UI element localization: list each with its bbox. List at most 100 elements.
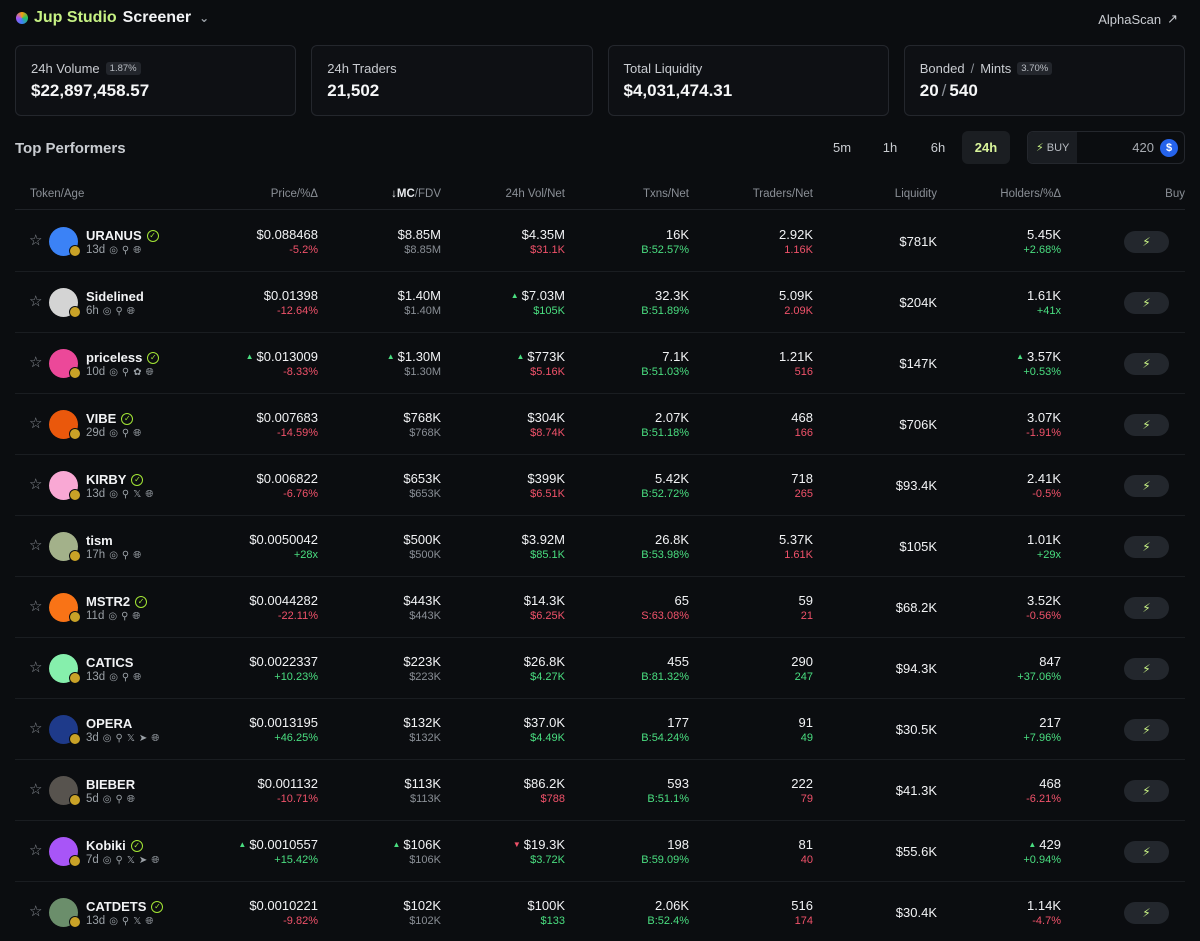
tab-1h[interactable]: 1h bbox=[882, 140, 898, 155]
web-icon[interactable]: ◎ bbox=[102, 793, 112, 805]
web-icon[interactable]: ◎ bbox=[109, 915, 118, 927]
favorite-star-icon[interactable]: ☆ bbox=[29, 476, 43, 493]
quick-buy-row-button[interactable]: ⚡︎ bbox=[1124, 780, 1169, 802]
globe-icon[interactable]: 🌐︎ bbox=[151, 854, 160, 866]
token-name[interactable]: KIRBY ✓ bbox=[86, 472, 144, 487]
search-icon[interactable]: ⚲ bbox=[121, 488, 130, 500]
x-icon[interactable]: 𝕏 bbox=[133, 488, 142, 500]
globe-icon[interactable]: 🌐︎ bbox=[145, 915, 154, 927]
quick-buy-row-button[interactable]: ⚡︎ bbox=[1124, 841, 1169, 863]
globe-icon[interactable]: 🌐︎ bbox=[133, 244, 142, 256]
quick-buy-row-button[interactable]: ⚡︎ bbox=[1124, 658, 1169, 680]
search-icon[interactable]: ⚲ bbox=[115, 732, 123, 744]
table-row[interactable]: ☆ BIEBER 5d ◎ ⚲ 🌐︎ $0.001132 -10.71% $113K … bbox=[15, 760, 1185, 821]
quick-buy-row-button[interactable]: ⚡︎ bbox=[1124, 719, 1169, 741]
tab-6h[interactable]: 6h bbox=[930, 140, 946, 155]
quick-buy-row-button[interactable]: ⚡︎ bbox=[1124, 231, 1169, 253]
web-icon[interactable]: ◎ bbox=[108, 610, 118, 622]
col-price[interactable]: Price/%Δ bbox=[270, 188, 318, 200]
col-liquidity[interactable]: Liquidity bbox=[894, 188, 937, 200]
token-name[interactable]: CATICS bbox=[86, 655, 133, 670]
favorite-star-icon[interactable]: ☆ bbox=[29, 659, 43, 676]
search-icon[interactable]: ⚲ bbox=[121, 366, 130, 378]
token-name[interactable]: CATDETS ✓ bbox=[86, 899, 164, 914]
token-name[interactable]: VIBE ✓ bbox=[86, 411, 134, 426]
favorite-star-icon[interactable]: ☆ bbox=[29, 903, 43, 920]
favorite-star-icon[interactable]: ☆ bbox=[29, 293, 43, 310]
search-icon[interactable]: ⚲ bbox=[121, 549, 130, 561]
col-token[interactable]: Token/Age bbox=[30, 188, 85, 200]
x-icon[interactable]: 𝕏 bbox=[126, 732, 135, 744]
favorite-star-icon[interactable]: ☆ bbox=[29, 598, 43, 615]
col-vol[interactable]: 24h Vol/Net bbox=[505, 188, 565, 200]
web-icon[interactable]: ◎ bbox=[109, 427, 118, 439]
search-icon[interactable]: ⚲ bbox=[115, 854, 123, 866]
token-name[interactable]: BIEBER bbox=[86, 777, 135, 792]
table-row[interactable]: ☆ Kobiki ✓ 7d ◎ ⚲ 𝕏 ➤ 🌐︎ ▲ $0.0010557 +15.42% … bbox=[15, 821, 1185, 882]
col-traders[interactable]: Traders/Net bbox=[752, 188, 813, 200]
table-row[interactable]: ☆ CATDETS ✓ 13d ◎ ⚲ 𝕏 🌐︎ $0.0010221 -9.82% $… bbox=[15, 882, 1185, 941]
web-icon[interactable]: ◎ bbox=[102, 732, 112, 744]
x-icon[interactable]: 𝕏 bbox=[133, 915, 142, 927]
table-row[interactable]: ☆ CATICS 13d ◎ ⚲ 🌐︎ $0.0022337 +10.23% $223… bbox=[15, 638, 1185, 699]
quick-buy-row-button[interactable]: ⚡︎ bbox=[1124, 536, 1169, 558]
favorite-star-icon[interactable]: ☆ bbox=[29, 781, 43, 798]
quick-buy-row-button[interactable]: ⚡︎ bbox=[1124, 414, 1169, 436]
globe-icon[interactable]: 🌐︎ bbox=[133, 671, 142, 683]
token-name[interactable]: Sidelined bbox=[86, 289, 144, 304]
globe-icon[interactable]: 🌐︎ bbox=[132, 610, 141, 622]
favorite-star-icon[interactable]: ☆ bbox=[29, 354, 43, 371]
globe-icon[interactable]: 🌐︎ bbox=[145, 366, 154, 378]
quick-buy-row-button[interactable]: ⚡︎ bbox=[1124, 597, 1169, 619]
usdc-coin-icon[interactable]: $ bbox=[1160, 138, 1178, 157]
globe-icon[interactable]: 🌐︎ bbox=[145, 488, 154, 500]
token-name[interactable]: priceless ✓ bbox=[86, 350, 160, 365]
favorite-star-icon[interactable]: ☆ bbox=[29, 232, 43, 249]
globe-icon[interactable]: 🌐︎ bbox=[133, 427, 142, 439]
table-row[interactable]: ☆ priceless ✓ 10d ◎ ⚲ ✿ 🌐︎ ▲ $0.013009 -8.33%… bbox=[15, 333, 1185, 394]
token-name[interactable]: tism bbox=[86, 533, 113, 548]
search-icon[interactable]: ⚲ bbox=[121, 427, 130, 439]
globe-icon[interactable]: 🌐︎ bbox=[151, 732, 160, 744]
globe-icon[interactable]: 🌐︎ bbox=[133, 549, 142, 561]
leaf-icon[interactable]: ✿ bbox=[133, 366, 142, 378]
search-icon[interactable]: ⚲ bbox=[121, 671, 130, 683]
quick-buy-button[interactable]: ⚡︎ BUY bbox=[1028, 132, 1078, 163]
col-mc[interactable]: ↓MC/FDV bbox=[391, 188, 441, 200]
tab-5m[interactable]: 5m bbox=[832, 140, 852, 155]
token-name[interactable]: OPERA bbox=[86, 716, 132, 731]
web-icon[interactable]: ◎ bbox=[109, 488, 118, 500]
table-row[interactable]: ☆ MSTR2 ✓ 11d ◎ ⚲ 🌐︎ $0.0044282 -22.11% $44… bbox=[15, 577, 1185, 638]
globe-icon[interactable]: 🌐︎ bbox=[126, 793, 135, 805]
quick-buy-row-button[interactable]: ⚡︎ bbox=[1124, 353, 1169, 375]
web-icon[interactable]: ◎ bbox=[102, 854, 112, 866]
search-icon[interactable]: ⚲ bbox=[121, 610, 129, 622]
table-row[interactable]: ☆ tism 17h ◎ ⚲ 🌐︎ $0.0050042 +28x $500K $50… bbox=[15, 516, 1185, 577]
web-icon[interactable]: ◎ bbox=[109, 671, 118, 683]
table-row[interactable]: ☆ URANUS ✓ 13d ◎ ⚲ 🌐︎ $0.088468 -5.2% $8.85… bbox=[15, 211, 1185, 272]
telegram-icon[interactable]: ➤ bbox=[138, 732, 148, 744]
token-name[interactable]: URANUS ✓ bbox=[86, 228, 159, 243]
alphascan-link[interactable]: AlphaScan ↗ bbox=[1098, 11, 1178, 27]
x-icon[interactable]: 𝕏 bbox=[126, 854, 135, 866]
quick-buy-row-button[interactable]: ⚡︎ bbox=[1124, 475, 1169, 497]
favorite-star-icon[interactable]: ☆ bbox=[29, 415, 43, 432]
favorite-star-icon[interactable]: ☆ bbox=[29, 537, 43, 554]
table-row[interactable]: ☆ OPERA 3d ◎ ⚲ 𝕏 ➤ 🌐︎ $0.0013195 +46.25% $132… bbox=[15, 699, 1185, 760]
quick-buy-row-button[interactable]: ⚡︎ bbox=[1124, 902, 1169, 924]
favorite-star-icon[interactable]: ☆ bbox=[29, 842, 43, 859]
favorite-star-icon[interactable]: ☆ bbox=[29, 720, 43, 737]
table-row[interactable]: ☆ KIRBY ✓ 13d ◎ ⚲ 𝕏 🌐︎ $0.006822 -6.76% $653… bbox=[15, 455, 1185, 516]
table-row[interactable]: ☆ Sidelined 6h ◎ ⚲ 🌐︎ $0.01398 -12.64% $1.4… bbox=[15, 272, 1185, 333]
telegram-icon[interactable]: ➤ bbox=[138, 854, 148, 866]
tab-24h[interactable]: 24h bbox=[962, 131, 1010, 164]
col-txns[interactable]: Txns/Net bbox=[642, 188, 689, 200]
search-icon[interactable]: ⚲ bbox=[115, 305, 123, 317]
search-icon[interactable]: ⚲ bbox=[115, 793, 123, 805]
globe-icon[interactable]: 🌐︎ bbox=[126, 305, 135, 317]
web-icon[interactable]: ◎ bbox=[109, 244, 118, 256]
quick-buy-amount-input[interactable]: 420 bbox=[1132, 140, 1154, 155]
search-icon[interactable]: ⚲ bbox=[121, 244, 130, 256]
search-icon[interactable]: ⚲ bbox=[121, 915, 130, 927]
web-icon[interactable]: ◎ bbox=[109, 549, 118, 561]
